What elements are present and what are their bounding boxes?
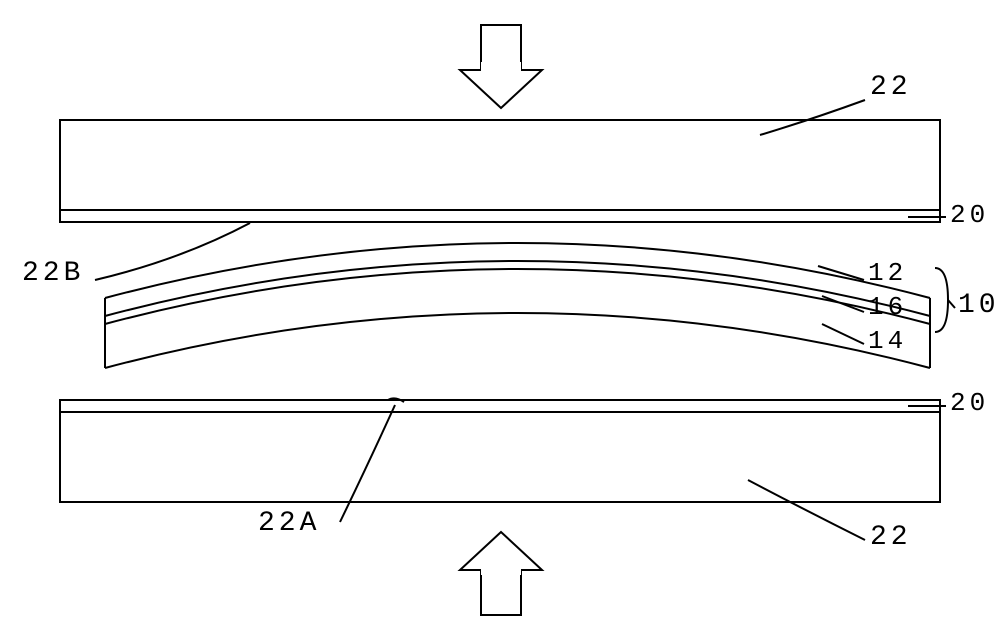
label-14: 14 <box>868 326 907 356</box>
label-22a: 22A <box>258 508 320 539</box>
leader-22-top <box>760 100 865 135</box>
label-16: 16 <box>868 292 907 322</box>
arrow-down-icon <box>460 25 542 108</box>
leader-22a <box>340 405 395 522</box>
label-20-bot: 20 <box>950 388 989 418</box>
label-12: 12 <box>868 258 907 288</box>
label-22b: 22B <box>22 258 84 289</box>
lower-plate <box>60 412 940 502</box>
upper-plate <box>60 120 940 210</box>
leader-14 <box>822 324 864 344</box>
label-20-top: 20 <box>950 200 989 230</box>
label-22-bot: 22 <box>870 522 912 553</box>
leader-22b <box>95 223 250 280</box>
upper-film <box>60 210 940 222</box>
brace-10 <box>935 268 955 332</box>
leader-22-bot <box>748 480 865 540</box>
lower-film <box>60 400 940 412</box>
label-22-top: 22 <box>870 72 912 103</box>
curved-stack <box>105 243 930 368</box>
label-10: 10 <box>958 290 1000 321</box>
diagram-svg <box>0 0 1000 640</box>
arrow-up-icon <box>460 532 542 615</box>
